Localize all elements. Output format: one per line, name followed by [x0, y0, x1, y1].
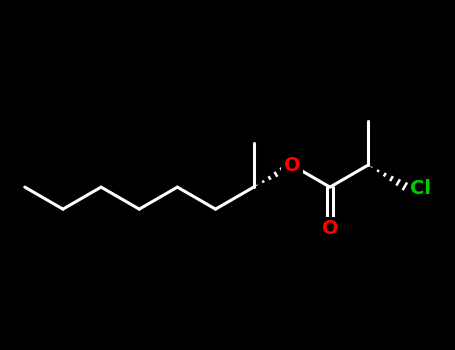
Text: Cl: Cl [410, 179, 431, 198]
Text: O: O [283, 156, 300, 175]
Text: O: O [322, 219, 338, 238]
